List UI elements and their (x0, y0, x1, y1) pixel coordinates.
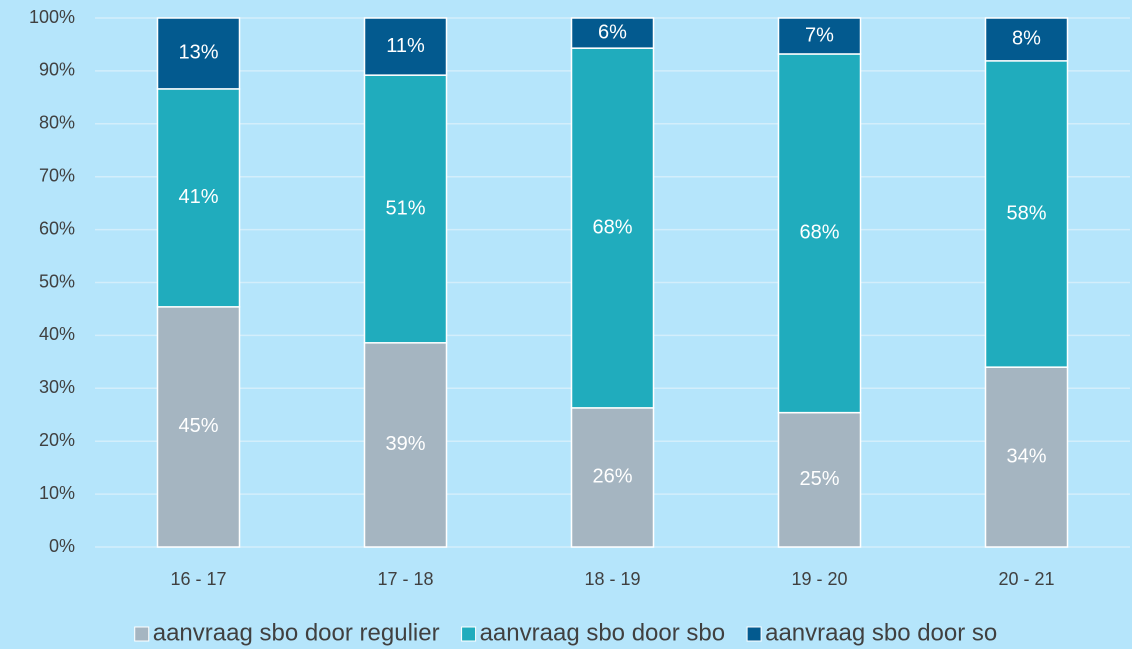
x-tick-label: 20 - 21 (998, 569, 1054, 589)
y-tick-label: 70% (39, 165, 75, 185)
legend-label: aanvraag sbo door regulier (153, 619, 440, 646)
y-tick-label: 80% (39, 113, 75, 133)
x-tick-label: 16 - 17 (170, 569, 226, 589)
data-label: 68% (592, 216, 632, 238)
bar-segment (156, 306, 241, 548)
data-label: 25% (799, 468, 839, 490)
bar-segment (570, 47, 655, 409)
y-tick-label: 0% (49, 536, 75, 556)
bar-segment (777, 411, 862, 548)
x-tick-label: 19 - 20 (791, 569, 847, 589)
bar-segment (363, 74, 448, 344)
y-tick-label: 100% (29, 7, 75, 27)
data-label: 41% (178, 186, 218, 208)
y-tick-label: 10% (39, 483, 75, 503)
bar-segment (984, 17, 1069, 62)
data-label: 34% (1006, 445, 1046, 467)
bar-segment (156, 17, 241, 90)
bar-segment (984, 366, 1069, 548)
bar-segment (777, 53, 862, 414)
bar-segment (777, 17, 862, 55)
y-tick-label: 90% (39, 60, 75, 80)
y-tick-label: 20% (39, 430, 75, 450)
bar-segment (363, 342, 448, 548)
y-tick-label: 60% (39, 218, 75, 238)
data-label: 51% (385, 197, 425, 219)
legend-item: aanvraag sbo door sbo (461, 619, 726, 646)
legend-swatch (746, 626, 762, 642)
data-label: 6% (598, 21, 627, 43)
bar-segment (363, 17, 448, 76)
data-label: 8% (1012, 28, 1041, 50)
y-tick-label: 30% (39, 377, 75, 397)
x-tick-label: 18 - 19 (584, 569, 640, 589)
legend-item: aanvraag sbo door regulier (134, 619, 440, 646)
legend-label: aanvraag sbo door sbo (480, 619, 726, 646)
data-label: 7% (805, 24, 834, 46)
data-label: 13% (178, 42, 218, 64)
data-label: 45% (178, 415, 218, 437)
data-label: 68% (799, 222, 839, 244)
data-label: 26% (592, 466, 632, 488)
bar-segment (156, 88, 241, 308)
data-label: 39% (385, 433, 425, 455)
legend-label: aanvraag sbo door so (765, 619, 997, 646)
y-tick-label: 50% (39, 271, 75, 291)
x-tick-label: 17 - 18 (377, 569, 433, 589)
data-label: 58% (1006, 202, 1046, 224)
bar-segment (570, 17, 655, 49)
legend-swatch (134, 626, 150, 642)
legend-swatch (461, 626, 477, 642)
legend-item: aanvraag sbo door so (746, 619, 997, 646)
data-label: 11% (386, 35, 425, 57)
y-tick-label: 40% (39, 324, 75, 344)
